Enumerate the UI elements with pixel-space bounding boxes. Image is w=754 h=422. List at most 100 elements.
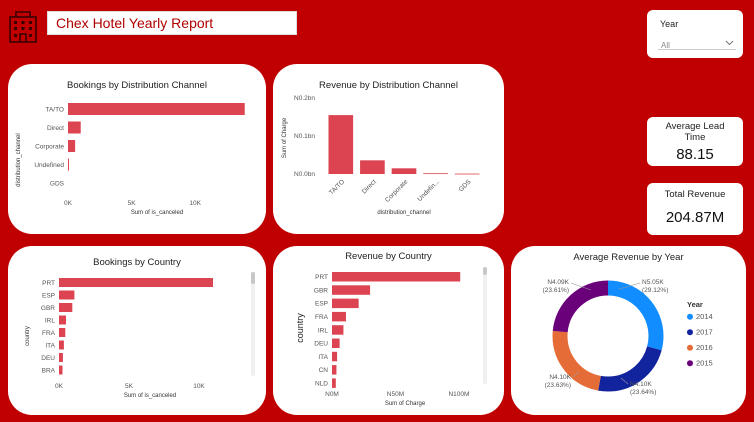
chart-title: Bookings by Country [93,257,181,268]
category-label: TA/TO [328,178,346,196]
category-label: IRL [45,317,56,324]
y-axis-title: country [295,313,305,343]
slice-percent-label: (23.64%) [630,389,656,396]
year-slicer: Year All [647,10,743,58]
legend-marker-2015 [687,360,693,367]
kpi-total-revenue: Total Revenue 204.87M [647,183,743,235]
year-slicer-label: Year [660,19,679,29]
legend-label: 2017 [696,328,713,337]
leader-line [570,282,592,291]
category-label: PRT [315,274,328,281]
revenue-country-chart: PRT GBR ESP FRA IRL DEU ITA CN NLD N0M N50M N100M Su… [295,267,487,407]
legend-marker-2014 [687,313,693,320]
chart-title: Revenue by Country [345,251,432,262]
tick-label: N0.0bn [294,171,315,178]
category-label: PRT [42,280,55,287]
category-label: ESP [315,301,328,308]
category-label: Corporate [35,143,64,150]
legend-marker-2017 [687,329,693,336]
revenue-channel-chart: N0.0bn N0.1bn N0.2bn TA/TO Direct Corporate Un… [282,95,480,216]
category-label: GBR [41,305,55,312]
tick-label: 10K [193,383,205,390]
bar-nld [332,378,336,388]
donut-slice-2017 [552,280,664,392]
scrollbar-thumb[interactable] [251,272,255,284]
kpi-average-lead-time: Average Lead Time 88.15 [647,117,743,166]
bar-corporate [391,168,417,174]
kpi-revenue-value: 204.87M [665,209,725,226]
bar-cn [332,365,337,375]
bar-deu [59,353,63,362]
slice-value-label: N4.10K [630,381,652,388]
legend-title: Year [687,300,703,309]
kpi-lead-time-label: Average Lead Time [665,121,725,143]
kpi-revenue-label: Total Revenue [664,189,726,200]
legend-label: 2014 [696,312,713,321]
category-label: NLD [315,380,328,387]
x-axis-title: Sum of Charge [385,401,426,407]
y-axis-title: Sum of Charge [282,117,288,158]
x-axis-title: distribution_channel [377,210,430,216]
avg-revenue-year-chart: N5.05K(29.12%)N4.10K(23.64%)N4.10K(23.63… [543,279,713,396]
hotel-building-icon [9,11,37,43]
bar-direct [360,160,385,174]
bar-ita [332,351,338,362]
scrollbar-track [483,267,487,384]
category-label: ESP [42,292,55,299]
tick-label: 0K [64,200,73,207]
y-axis-title: country [25,326,31,346]
year-dropdown[interactable]: All [658,35,736,50]
category-label: FRA [315,314,329,321]
slice-percent-label: (23.61%) [543,287,569,294]
slice-value-label: N4.09K [547,279,569,286]
slice-value-label: N5.05K [642,279,664,286]
bar-irl [332,325,344,335]
legend-label: 2016 [696,343,713,352]
category-label: DEU [314,341,328,348]
x-axis-title: Sum of is_canceled [131,210,183,216]
bar-tato [328,115,354,174]
tick-label: N50M [387,391,404,398]
y-axis-title: distribution_channel [16,133,22,186]
bookings-country-card: Bookings by Country PRT ESP GBR IRL FRA ITA DE… [8,246,266,415]
tick-label: 10K [189,200,201,207]
avg-revenue-year-card: Average Revenue by Year N5.05K (29.12%) N4… [511,246,746,415]
tick-label: N0.2bn [294,95,315,102]
category-label: GDS [458,178,473,193]
bookings-channel-chart: TA/TO Direct Corporate Undefined GDS 0K 5K 10K S… [16,103,245,216]
bar-esp [59,290,75,300]
bar-fra [59,328,66,337]
donut-slice-2016 [552,280,664,392]
category-label: GBR [314,287,328,294]
bar-gbr [59,303,73,312]
category-label: Direct [361,178,378,195]
report-title-box: Chex Hotel Yearly Report [47,11,297,35]
bar-corporate [68,140,76,152]
bar-undefin [423,173,448,175]
bar-esp [332,298,359,309]
leader-line [572,371,580,378]
bar-fra [332,311,346,322]
chart-title: Average Revenue by Year [573,252,684,263]
bar-deu [332,338,340,348]
bar-ita [59,340,64,350]
category-label: CN [319,367,329,374]
donut-ring [552,280,664,392]
donut-slice-2015 [552,280,664,392]
legend-label: 2015 [696,359,713,368]
tick-label: 5K [125,383,134,390]
slice-value-label: N4.10K [549,374,571,381]
scrollbar-thumb[interactable] [483,267,487,275]
bar-direct [68,121,81,134]
category-label: IRL [318,327,329,334]
tick-label: N100M [448,391,469,398]
slice-percent-label: (29.12%) [642,287,668,294]
year-dropdown-value: All [661,41,670,50]
revenue-channel-card: Revenue by Distribution Channel N0.0bn N0… [273,64,504,234]
x-axis-title: Sum of is_canceled [124,393,176,399]
category-label: Direct [47,125,64,132]
category-label: Undefin... [416,178,441,203]
category-label: Undefined [34,162,64,169]
revenue-country-card: Revenue by Country PRT GBR ESP FRA IRL DEU ITA… [273,246,504,415]
bar-tato [68,103,245,115]
